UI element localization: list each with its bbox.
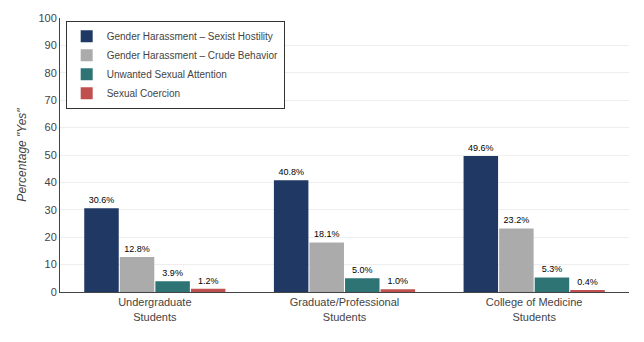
svg-text:40.8%: 40.8% <box>278 167 304 177</box>
svg-text:23.2%: 23.2% <box>504 215 530 225</box>
svg-text:Sexual Coercion: Sexual Coercion <box>107 88 180 99</box>
svg-text:1.0%: 1.0% <box>388 276 409 286</box>
svg-text:30.6%: 30.6% <box>89 195 115 205</box>
svg-text:5.3%: 5.3% <box>542 264 563 274</box>
svg-text:100: 100 <box>38 12 56 24</box>
svg-text:3.9%: 3.9% <box>162 268 183 278</box>
svg-text:Unwanted Sexual Attention: Unwanted Sexual Attention <box>107 69 227 80</box>
svg-text:30: 30 <box>45 204 57 216</box>
svg-text:90: 90 <box>45 39 57 51</box>
svg-text:Gender Harassment – Crude Beha: Gender Harassment – Crude Behavior <box>107 50 278 61</box>
svg-text:1.2%: 1.2% <box>198 276 219 286</box>
svg-text:0.4%: 0.4% <box>577 277 598 287</box>
svg-text:5.0%: 5.0% <box>352 265 373 275</box>
svg-text:60: 60 <box>45 121 57 133</box>
svg-text:Percentage "Yes": Percentage "Yes" <box>15 108 29 202</box>
svg-text:49.6%: 49.6% <box>468 143 494 153</box>
svg-text:10: 10 <box>45 258 57 270</box>
svg-text:50: 50 <box>45 149 57 161</box>
svg-text:0: 0 <box>51 286 57 298</box>
svg-text:Gender Harassment – Sexist Hos: Gender Harassment – Sexist Hostility <box>107 31 273 42</box>
svg-text:40: 40 <box>45 176 57 188</box>
svg-text:12.8%: 12.8% <box>124 244 150 254</box>
svg-text:70: 70 <box>45 94 57 106</box>
svg-text:UndergraduateStudents: UndergraduateStudents <box>118 296 191 322</box>
svg-text:80: 80 <box>45 67 57 79</box>
svg-text:20: 20 <box>45 231 57 243</box>
svg-text:Graduate/ProfessionalStudents: Graduate/ProfessionalStudents <box>290 296 399 322</box>
svg-text:18.1%: 18.1% <box>314 229 340 239</box>
svg-text:College of MedicineStudents: College of MedicineStudents <box>486 296 583 322</box>
